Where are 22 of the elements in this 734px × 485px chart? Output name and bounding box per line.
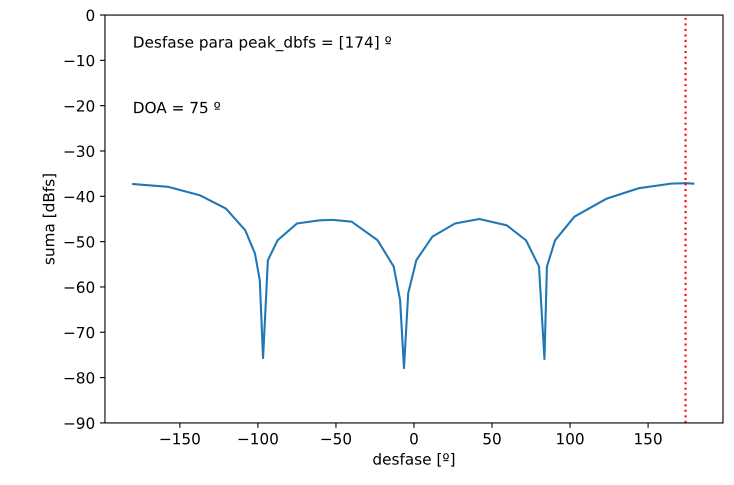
line-series bbox=[132, 182, 694, 370]
y-tick-label: −70 bbox=[64, 326, 94, 338]
x-tick-label: −150 bbox=[160, 432, 200, 444]
y-tick-label: 0 bbox=[86, 10, 94, 22]
x-tick-label: 150 bbox=[635, 432, 662, 444]
y-tick-label: −20 bbox=[64, 100, 94, 112]
y-tick-label: −30 bbox=[64, 145, 94, 158]
x-tick-label: −50 bbox=[321, 432, 352, 444]
y-tick-label: −40 bbox=[64, 190, 94, 202]
y-tick-label: −60 bbox=[64, 281, 94, 293]
x-tick-label: 0 bbox=[410, 432, 418, 444]
x-tick-label: 50 bbox=[483, 432, 501, 444]
x-tick-label: 100 bbox=[557, 432, 584, 444]
y-tick-label: −10 bbox=[64, 54, 94, 66]
y-tick-label: −90 bbox=[64, 417, 94, 429]
annotation: DOA = 75 º bbox=[134, 102, 220, 114]
x-axis-title: desfase [º] bbox=[373, 452, 454, 467]
x-tick-label: −100 bbox=[238, 432, 278, 444]
annotation: Desfase para peak_dbfs = [174] º bbox=[134, 36, 392, 52]
y-axis-title: suma [dBfs] bbox=[42, 174, 56, 264]
y-tick-label: −50 bbox=[64, 236, 94, 248]
y-tick-label: −80 bbox=[64, 372, 94, 384]
